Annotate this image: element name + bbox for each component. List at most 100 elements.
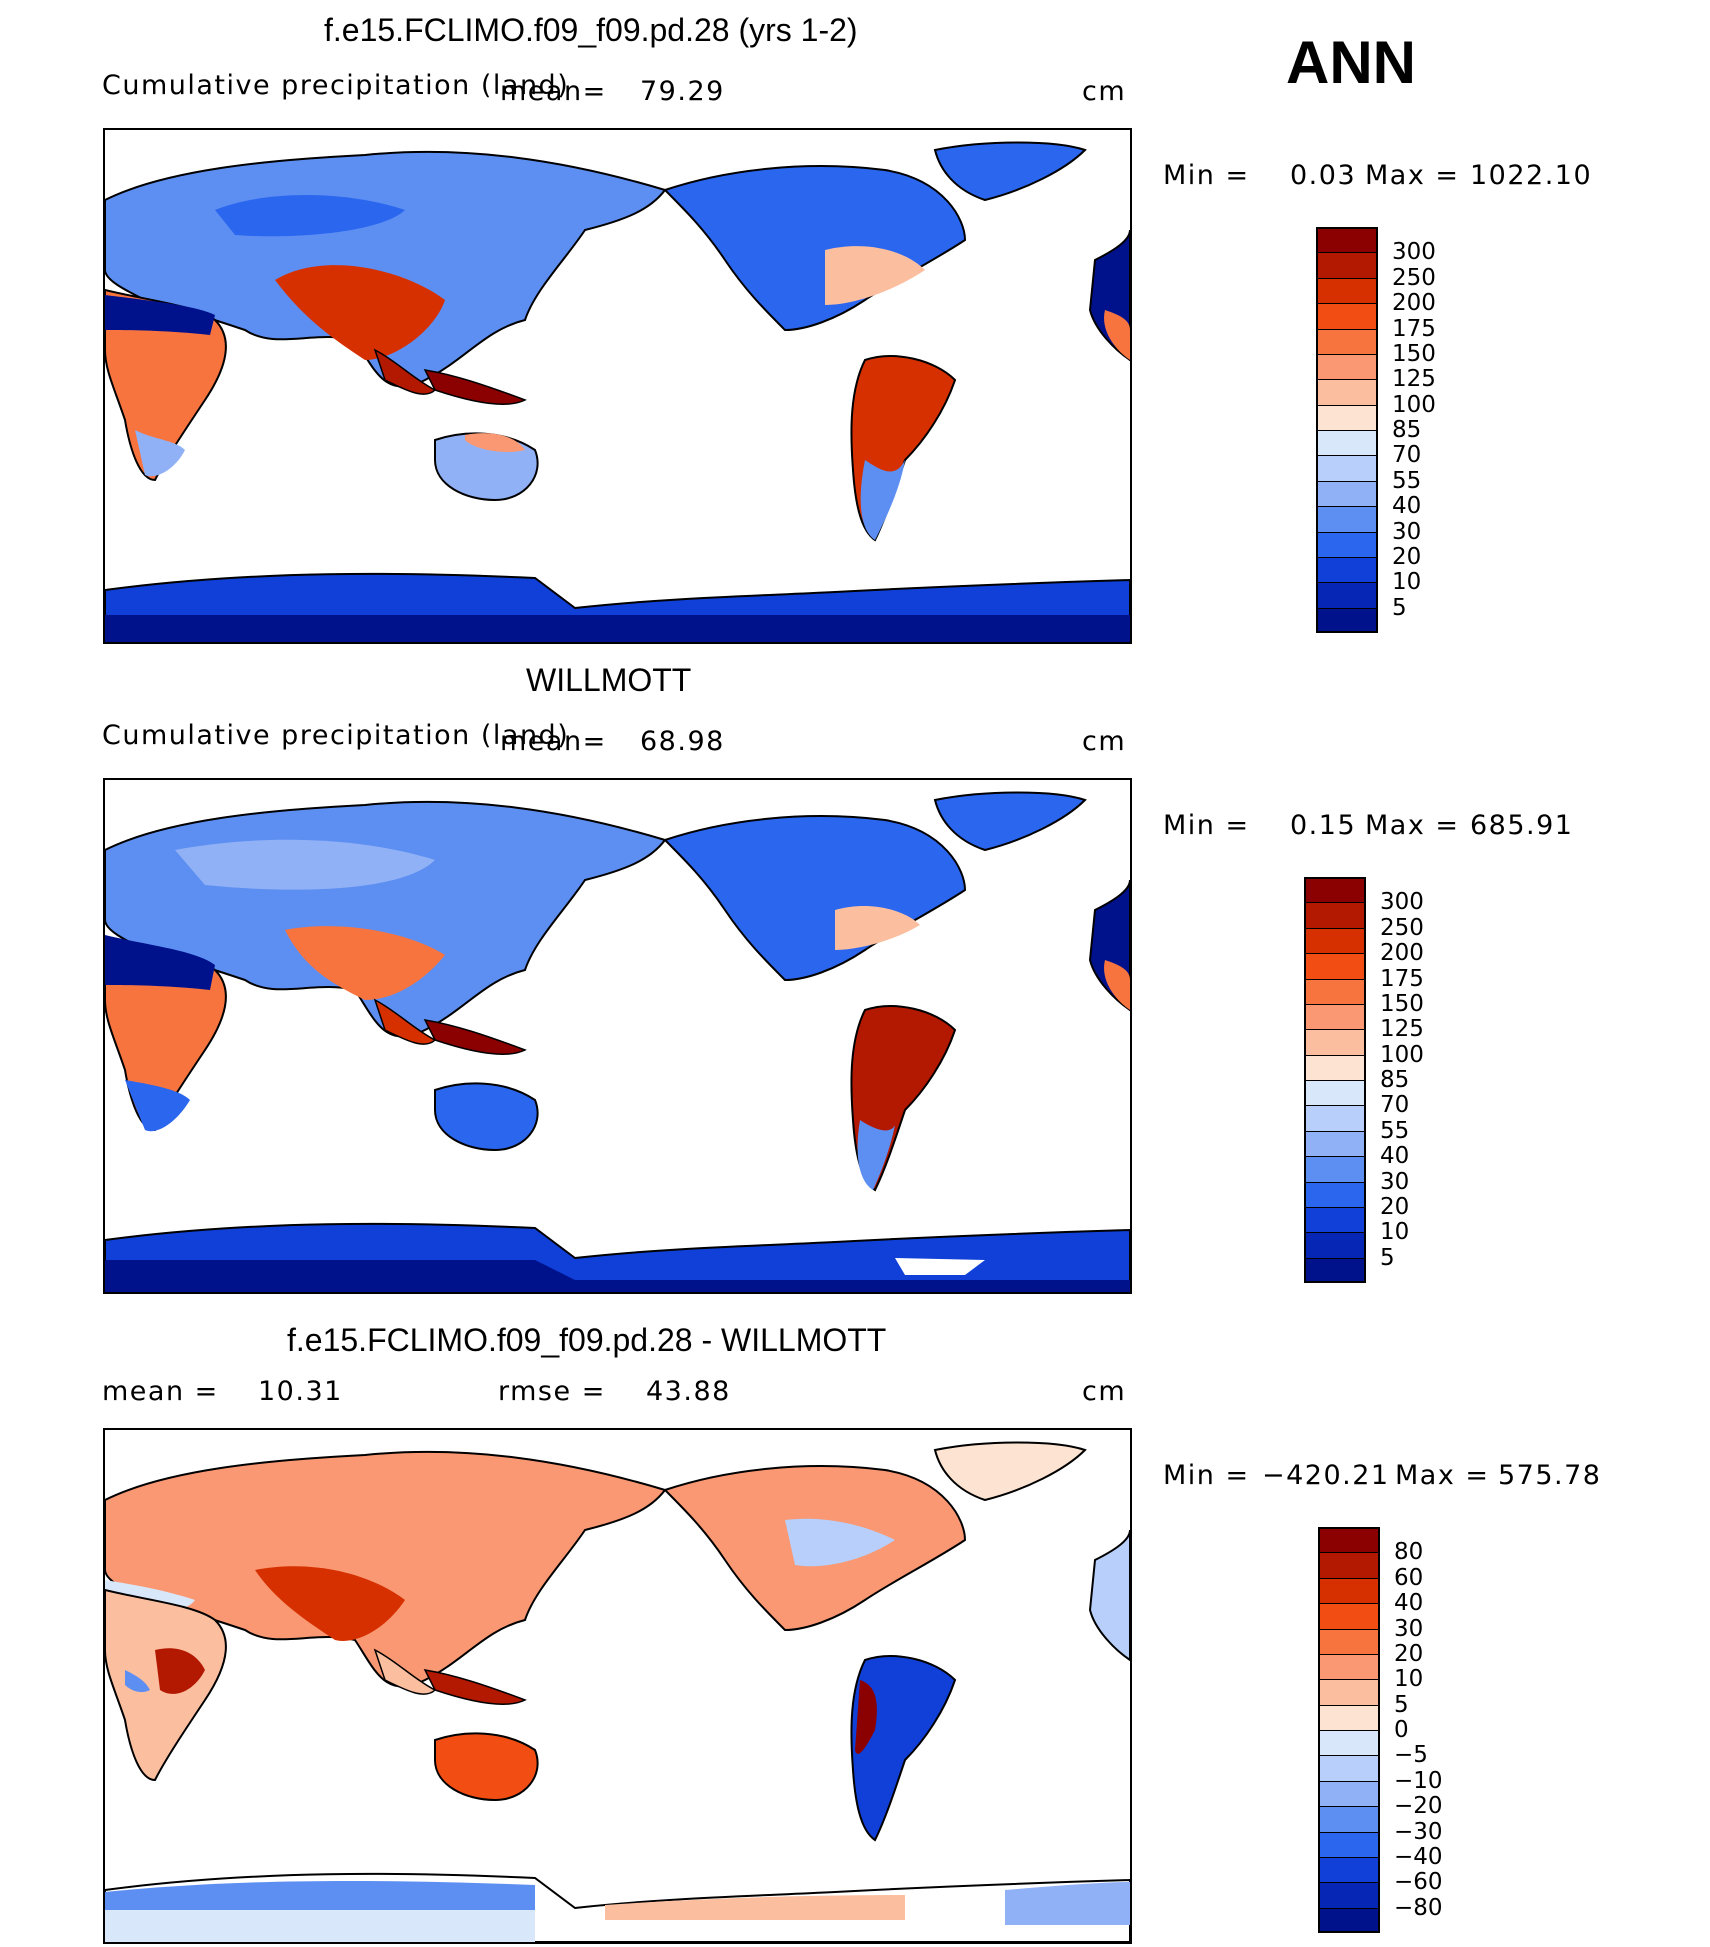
panel-3-min-value: −420.21 xyxy=(1262,1460,1390,1491)
colorbar-swatch xyxy=(1304,1181,1366,1207)
colorbar-tick-label: 5 xyxy=(1380,1244,1395,1271)
panel-3-mean-label: mean = xyxy=(102,1376,219,1407)
colorbar-tick-label: −40 xyxy=(1394,1843,1443,1870)
colorbar-tick-label: 40 xyxy=(1394,1590,1424,1617)
colorbar-swatch xyxy=(1304,1003,1366,1030)
colorbar-swatch xyxy=(1316,430,1378,456)
panel-2-mean-value: 68.98 xyxy=(640,726,725,757)
colorbar-tick-label: 5 xyxy=(1392,594,1407,621)
panel-2-map-svg xyxy=(105,791,1130,1292)
colorbar-swatch xyxy=(1304,902,1366,928)
panel-3-max-label: Max = xyxy=(1395,1460,1490,1491)
panel-3-rmse-label: rmse = xyxy=(498,1376,606,1407)
panel-1-map-svg xyxy=(105,141,1130,642)
colorbar-swatch xyxy=(1318,1603,1380,1629)
colorbar-swatch xyxy=(1316,277,1378,304)
colorbar-tick-label: 85 xyxy=(1392,417,1422,443)
colorbar-tick-label: 40 xyxy=(1380,1143,1410,1170)
season-label: ANN xyxy=(1286,29,1416,96)
colorbar-tick-label: 80 xyxy=(1394,1539,1424,1566)
panel-3-map xyxy=(103,1428,1132,1944)
colorbar-swatch xyxy=(1304,1054,1366,1080)
panel-1-min-value: 0.03 xyxy=(1290,160,1357,191)
panel-1-mean-value: 79.29 xyxy=(640,76,725,107)
colorbar-tick-label: 175 xyxy=(1392,315,1436,342)
panel-1-title: f.e15.FCLIMO.f09_f09.pd.28 (yrs 1-2) xyxy=(324,12,858,48)
colorbar-swatch xyxy=(1304,1080,1366,1106)
colorbar-tick-label: −5 xyxy=(1394,1742,1428,1769)
panel-3-units: cm xyxy=(1082,1376,1127,1407)
colorbar-swatch xyxy=(1304,1257,1366,1283)
panel-1-max-label: Max = xyxy=(1365,160,1460,191)
colorbar-tick-label: 20 xyxy=(1392,543,1422,570)
colorbar-swatch xyxy=(1304,978,1366,1004)
colorbar-swatch xyxy=(1318,1856,1380,1883)
panel-2-max-label: Max = xyxy=(1365,810,1460,841)
colorbar-swatch xyxy=(1318,1780,1380,1807)
colorbar-tick-label: 20 xyxy=(1394,1640,1424,1667)
colorbar-tick-label: −80 xyxy=(1394,1894,1443,1921)
panel-1-units: cm xyxy=(1082,76,1127,107)
colorbar-swatch xyxy=(1304,1206,1366,1233)
colorbar-swatch xyxy=(1304,927,1366,954)
colorbar-tick-label: 30 xyxy=(1392,518,1422,545)
colorbar-tick-label: 125 xyxy=(1392,366,1436,393)
colorbar-swatch xyxy=(1318,1679,1380,1705)
panel-3-max-value: 575.78 xyxy=(1498,1460,1602,1491)
colorbar-tick-label: 150 xyxy=(1392,340,1436,367)
colorbar-tick-label: 55 xyxy=(1380,1117,1410,1144)
colorbar-swatch xyxy=(1318,1653,1380,1680)
panel-2-min-label: Min = xyxy=(1163,810,1250,841)
colorbar-swatch xyxy=(1304,1156,1366,1182)
panel-1-map xyxy=(103,128,1132,644)
colorbar-tick-label: 5 xyxy=(1394,1691,1409,1718)
panel-1-max-value: 1022.10 xyxy=(1470,160,1593,191)
colorbar-swatch xyxy=(1316,480,1378,507)
panel-2-title: WILLMOTT xyxy=(526,662,692,698)
colorbar-tick-label: 125 xyxy=(1380,1016,1424,1043)
colorbar-swatch xyxy=(1316,404,1378,430)
colorbar-swatch xyxy=(1318,1577,1380,1604)
colorbar-tick-label: 40 xyxy=(1392,493,1422,520)
colorbar-swatch xyxy=(1316,607,1378,633)
colorbar-swatch xyxy=(1316,328,1378,354)
colorbar-swatch xyxy=(1316,303,1378,329)
colorbar-swatch xyxy=(1304,1130,1366,1157)
colorbar-tick-label: 100 xyxy=(1380,1041,1424,1068)
colorbar-tick-label: 20 xyxy=(1380,1193,1410,1220)
panel-2-max-value: 685.91 xyxy=(1470,810,1574,841)
colorbar-swatch xyxy=(1316,531,1378,557)
panel-2-map xyxy=(103,778,1132,1294)
colorbar-swatch xyxy=(1304,1232,1366,1258)
colorbar-swatch xyxy=(1318,1628,1380,1654)
panel-3-map-svg xyxy=(105,1441,1130,1942)
colorbar-tick-label: −20 xyxy=(1394,1793,1443,1820)
colorbar-tick-label: 30 xyxy=(1380,1168,1410,1195)
colorbar-tick-label: 250 xyxy=(1380,914,1424,941)
panel-1-min-label: Min = xyxy=(1163,160,1250,191)
colorbar-swatch xyxy=(1318,1704,1380,1730)
panel-1-colorbar: 300 250 200 175 150 125 100 85 70 55 40 30 20 10 5 xyxy=(1316,227,1436,633)
colorbar-swatch xyxy=(1316,455,1378,481)
colorbar-tick-label: 200 xyxy=(1392,290,1436,317)
colorbar-tick-label: 70 xyxy=(1380,1092,1410,1119)
panel-3-mean-value: 10.31 xyxy=(258,1376,343,1407)
panel-1-variable-label: Cumulative precipitation (land) xyxy=(102,70,570,101)
colorbar-tick-label: 250 xyxy=(1392,264,1436,291)
colorbar-tick-label: 10 xyxy=(1394,1666,1424,1693)
panel-2-min-value: 0.15 xyxy=(1290,810,1357,841)
colorbar-tick-label: −30 xyxy=(1394,1818,1443,1845)
colorbar-swatch xyxy=(1318,1806,1380,1832)
colorbar-tick-label: 70 xyxy=(1392,442,1422,469)
colorbar-tick-label: 175 xyxy=(1380,965,1424,992)
colorbar-swatch xyxy=(1316,506,1378,532)
panel-3-min-label: Min = xyxy=(1163,1460,1250,1491)
panel-2-mean-label: mean= xyxy=(500,726,607,757)
colorbar-swatch xyxy=(1318,1730,1380,1756)
colorbar-tick-label: 100 xyxy=(1392,391,1436,418)
colorbar-tick-label: 30 xyxy=(1394,1615,1424,1642)
colorbar-tick-label: 150 xyxy=(1380,990,1424,1017)
colorbar-swatch xyxy=(1304,953,1366,979)
colorbar-swatch xyxy=(1316,379,1378,405)
colorbar-swatch xyxy=(1318,1755,1380,1781)
